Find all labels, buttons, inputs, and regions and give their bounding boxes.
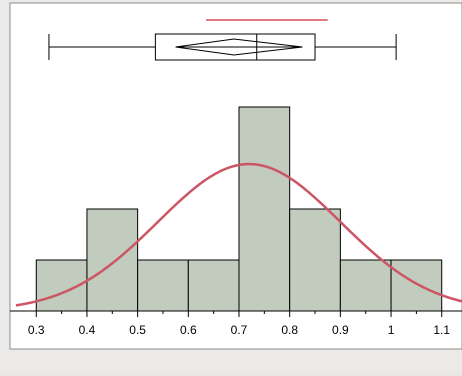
x-tick-label-4: 0.6 <box>180 323 197 337</box>
x-tick-label-5: 0.7 <box>231 323 248 337</box>
x-tick-label-6: 0.8 <box>281 323 298 337</box>
histogram-bar-8 <box>390 259 443 312</box>
histogram-bar-6 <box>289 208 341 312</box>
x-tick-label-7: 0.9 <box>332 323 349 337</box>
normal-curve-line <box>15 162 462 307</box>
histogram-bar-7 <box>339 259 392 312</box>
histogram-bar-5 <box>238 106 291 312</box>
x-axis-ticks: 0.3 0.4 0.5 0.6 0.7 0.8 0.9 1 1.1 <box>28 311 450 337</box>
box-plot <box>48 19 397 61</box>
x-tick-label-2: 0.4 <box>79 323 96 337</box>
x-tick-label-9: 1.1 <box>433 323 450 337</box>
x-tick-label-8: 1 <box>388 323 395 337</box>
normal-curve <box>15 162 462 307</box>
x-tick-label-1: 0.3 <box>28 323 45 337</box>
histogram-bar-4 <box>187 259 240 312</box>
histogram-bar-2 <box>86 208 139 312</box>
histogram-bar-3 <box>137 259 189 312</box>
x-tick-label-3: 0.5 <box>129 323 146 337</box>
